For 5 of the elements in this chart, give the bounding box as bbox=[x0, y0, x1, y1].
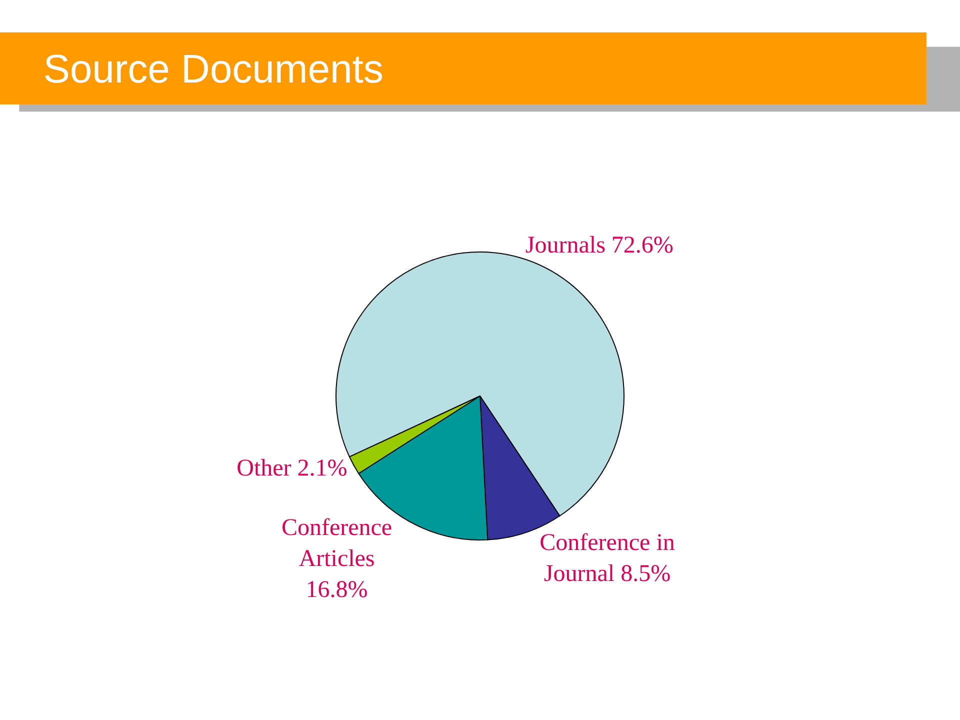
slice-label: Journals 72.6% bbox=[525, 232, 674, 258]
slice-label: Conference Articles 16.8% bbox=[281, 514, 392, 604]
chart-title: Source Documents bbox=[43, 47, 384, 92]
slice-label: Other 2.1% bbox=[236, 455, 348, 482]
slice-label: Conference in Journal 8.5% bbox=[540, 530, 675, 588]
